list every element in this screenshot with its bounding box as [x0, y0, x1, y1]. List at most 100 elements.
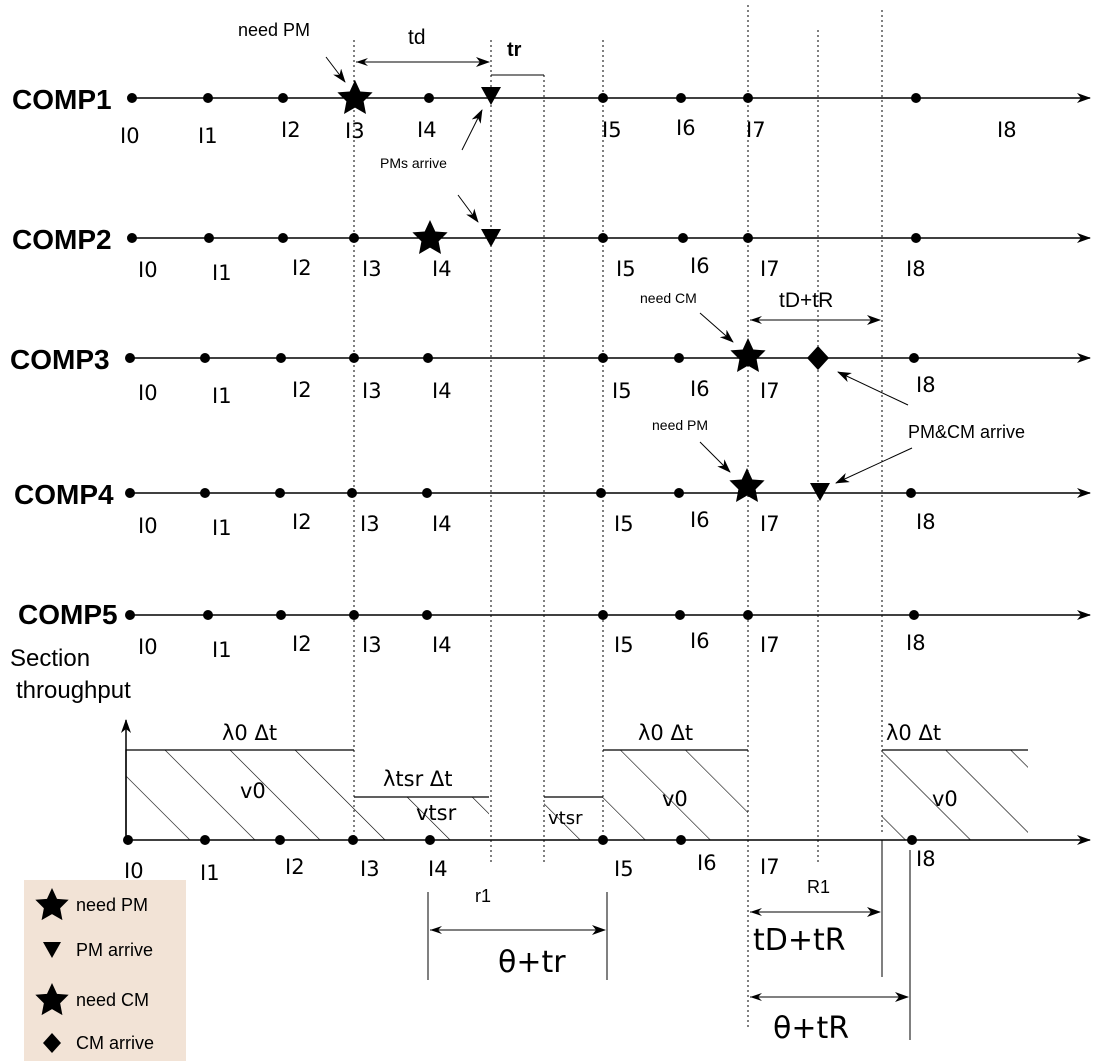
- legend-label: need PM: [76, 894, 149, 915]
- vtsr-label-2: vtsr: [548, 808, 583, 829]
- v0-label-1: v0: [240, 779, 266, 803]
- interval-labels-comp5: I0 I1 I2 I3 I4 I5 I6 I7 I8: [138, 629, 926, 662]
- triangle-down-icon: [34, 935, 70, 965]
- svg-text:I1: I1: [212, 384, 232, 408]
- star-icon: [337, 80, 373, 114]
- tr-label: tr: [507, 39, 522, 61]
- v0-label-2: v0: [662, 787, 688, 811]
- lambda-tsr-label: λtsr Δt: [383, 767, 453, 791]
- comp1-label: COMP1: [12, 84, 112, 115]
- svg-text:I3: I3: [360, 512, 380, 536]
- interval-labels-comp4: I0 I1 I2 I3 I4 I5 I6 I7 I8: [138, 508, 936, 540]
- svg-text:I2: I2: [292, 632, 312, 656]
- svg-text:I3: I3: [362, 633, 382, 657]
- svg-text:I4: I4: [432, 633, 452, 657]
- svg-text:I5: I5: [614, 857, 634, 881]
- need-pm-pointer: [325, 56, 346, 83]
- theta-tR-label: θ+tR: [773, 1011, 849, 1046]
- interval-labels-comp1: I0 I1 I2 I3 I4 I5 I6 I7 I8: [120, 116, 1017, 148]
- svg-text:I0: I0: [138, 258, 158, 282]
- svg-text:I4: I4: [432, 512, 452, 536]
- svg-text:I7: I7: [760, 379, 780, 403]
- pm-cm-arrive-pointer1: [837, 371, 909, 406]
- svg-text:I8: I8: [906, 257, 926, 281]
- section-label: Section: [10, 645, 90, 672]
- throughput-areas: [125, 749, 1028, 840]
- svg-text:I7: I7: [760, 855, 780, 879]
- lambda0-label-2: λ0 Δt: [638, 721, 693, 745]
- comp4-label: COMP4: [14, 479, 114, 510]
- svg-text:I6: I6: [697, 851, 717, 875]
- throughput-label: throughput: [16, 677, 131, 704]
- interval-labels-comp2: I0 I1 I2 I3 I4 I5 I6 I7 I8: [138, 254, 926, 285]
- legend: need PM PM arrive need CM CM arrive: [24, 880, 186, 1061]
- interval-labels-throughput: I0 I1 I2 I3 I4 I5 I6 I7 I8: [124, 847, 936, 885]
- svg-text:I4: I4: [417, 118, 437, 142]
- legend-item: PM arrive: [34, 935, 153, 965]
- pm-cm-arrive-pointer2: [835, 447, 913, 484]
- svg-text:I6: I6: [690, 508, 710, 532]
- comp5-label: COMP5: [18, 599, 118, 630]
- lambda0-label-3: λ0 Δt: [886, 721, 941, 745]
- need-cm-label: need CM: [640, 290, 697, 306]
- triangle-down-icon: [481, 87, 501, 105]
- legend-label: PM arrive: [76, 939, 154, 960]
- v0-label-3: v0: [932, 787, 958, 811]
- diamond-icon: [34, 1028, 70, 1058]
- svg-text:I7: I7: [760, 512, 780, 536]
- svg-text:I3: I3: [362, 379, 382, 403]
- svg-text:I1: I1: [212, 516, 232, 540]
- legend-item: need PM: [34, 887, 149, 921]
- svg-text:I6: I6: [690, 629, 710, 653]
- svg-text:I4: I4: [432, 257, 452, 281]
- svg-text:I4: I4: [432, 379, 452, 403]
- svg-text:I5: I5: [614, 512, 634, 536]
- svg-text:I5: I5: [612, 379, 632, 403]
- svg-text:I5: I5: [614, 633, 634, 657]
- svg-text:I6: I6: [676, 116, 696, 140]
- interval-labels-comp3: I0 I1 I2 I3 I4 I5 I6 I7 I8: [138, 373, 936, 408]
- theta-tr-label: θ+tr: [498, 945, 566, 980]
- svg-text:I5: I5: [616, 257, 636, 281]
- svg-text:I8: I8: [916, 847, 936, 871]
- svg-text:I2: I2: [292, 378, 312, 402]
- legend-label: need CM: [76, 989, 150, 1010]
- td-label: td: [408, 26, 426, 49]
- svg-text:I0: I0: [138, 381, 158, 405]
- star-icon: [34, 887, 70, 921]
- svg-text:I8: I8: [997, 118, 1017, 142]
- svg-text:I0: I0: [120, 124, 140, 148]
- svg-text:I2: I2: [292, 510, 312, 534]
- svg-text:I7: I7: [760, 257, 780, 281]
- svg-text:I8: I8: [916, 373, 936, 397]
- svg-text:I8: I8: [906, 631, 926, 655]
- td-tR-label: tD+tR: [753, 923, 846, 958]
- need-pm-label: need PM: [238, 20, 310, 40]
- need-pm-comp4-pointer: [699, 441, 731, 473]
- legend-label: CM arrive: [76, 1032, 155, 1053]
- comp3-label: COMP3: [10, 344, 110, 375]
- svg-text:I2: I2: [285, 855, 305, 879]
- svg-text:I3: I3: [362, 257, 382, 281]
- svg-text:I1: I1: [198, 124, 218, 148]
- legend-item: need CM: [34, 982, 150, 1016]
- star-icon: [729, 468, 765, 502]
- svg-text:I1: I1: [212, 261, 232, 285]
- star-icon: [412, 220, 448, 254]
- vtsr-label-1: vtsr: [416, 801, 457, 825]
- svg-text:I8: I8: [916, 510, 936, 534]
- svg-text:I6: I6: [690, 254, 710, 278]
- svg-text:I1: I1: [212, 638, 232, 662]
- lambda0-label-1: λ0 Δt: [222, 721, 277, 745]
- svg-text:I2: I2: [281, 118, 301, 142]
- svg-text:I7: I7: [746, 118, 766, 142]
- svg-text:I5: I5: [602, 118, 622, 142]
- svg-text:I2: I2: [292, 256, 312, 280]
- svg-text:I0: I0: [138, 635, 158, 659]
- need-pm-comp4-label: need PM: [652, 417, 708, 433]
- comp2-label: COMP2: [12, 224, 112, 255]
- star-icon: [34, 982, 70, 1016]
- svg-text:I3: I3: [345, 119, 365, 143]
- pms-arrive-label: PMs arrive: [380, 155, 447, 171]
